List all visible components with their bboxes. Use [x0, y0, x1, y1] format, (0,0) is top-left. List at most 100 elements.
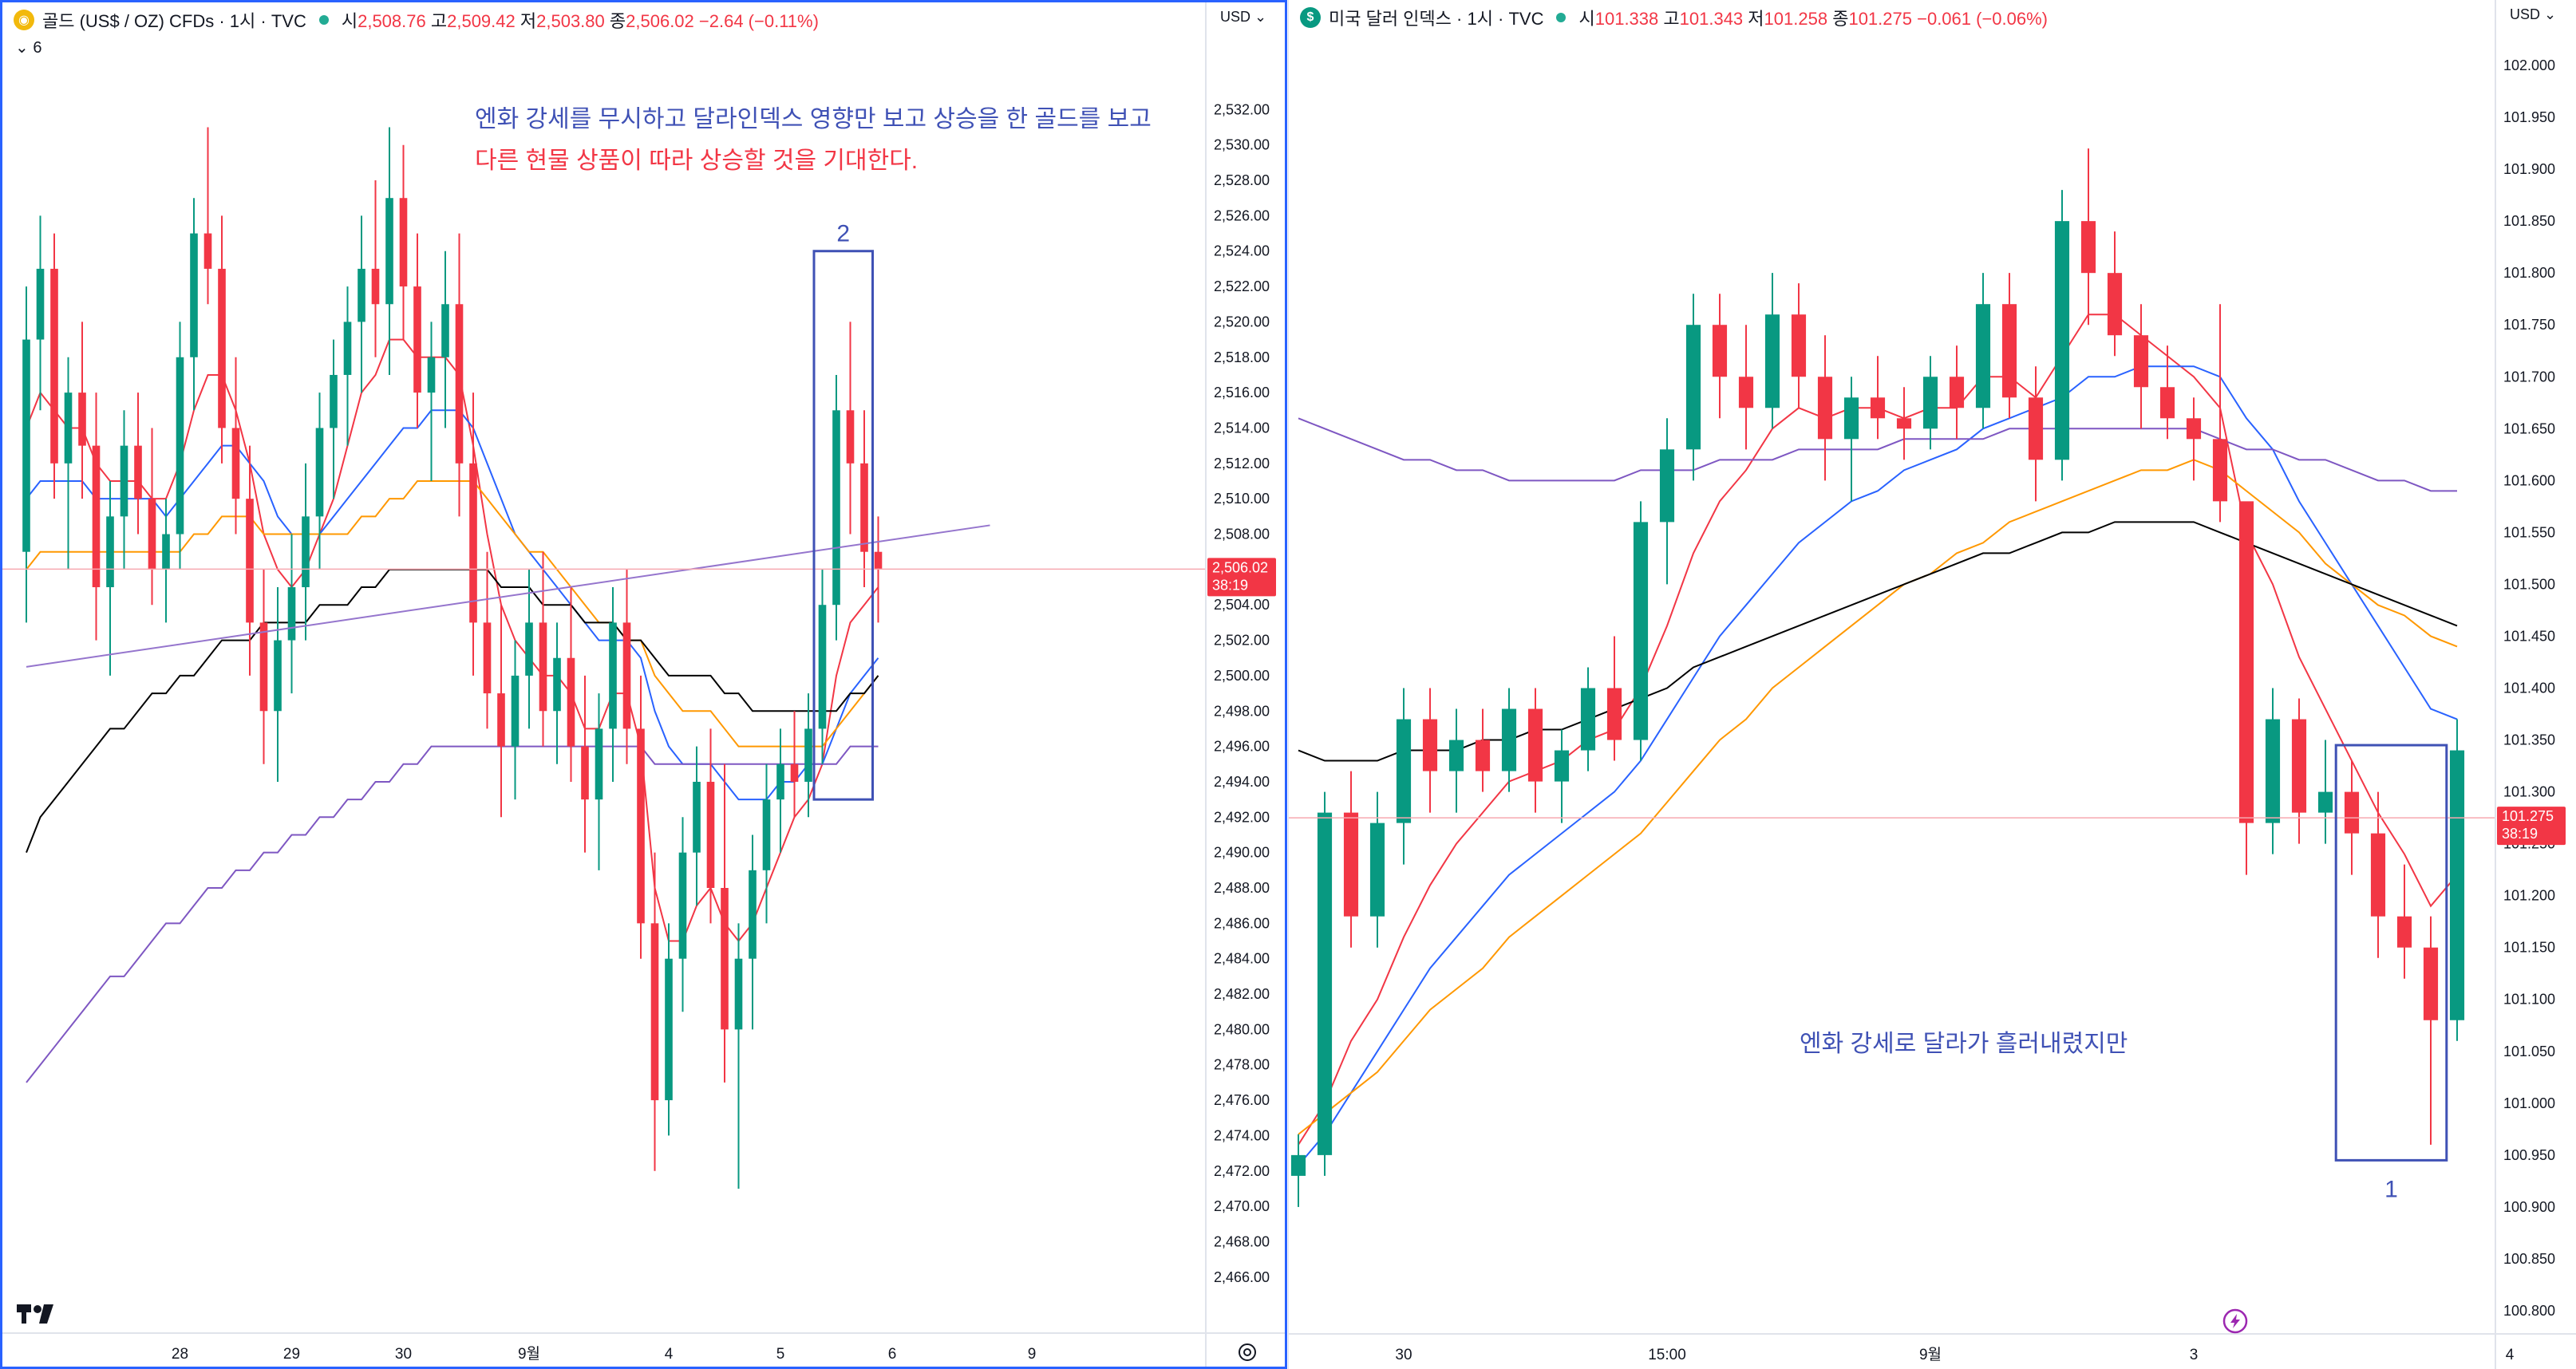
candle-body[interactable]	[832, 410, 840, 606]
candle-body[interactable]	[693, 781, 701, 853]
dxy-price-axis[interactable]: 100.800 100.850 100.900 100.950 101.000 101.0…	[2503, 57, 2555, 1319]
candle-body[interactable]	[455, 304, 464, 464]
candle-body[interactable]	[1633, 522, 1649, 740]
candle-body[interactable]	[1448, 740, 1464, 771]
candle-body[interactable]	[371, 268, 380, 305]
candle-body[interactable]	[1554, 750, 1570, 782]
moving-average-line-3[interactable]	[1298, 521, 2458, 762]
candle-body[interactable]	[469, 463, 477, 623]
candle-body[interactable]	[818, 605, 827, 729]
candle-body[interactable]	[302, 516, 310, 588]
candle-body[interactable]	[581, 746, 589, 800]
gold-time-axis[interactable]: 28 29 30 9월 4 5 6 9	[172, 1345, 1036, 1363]
candle-body[interactable]	[36, 268, 45, 340]
candle-body[interactable]	[1369, 823, 1385, 917]
candle-body[interactable]	[1843, 397, 1859, 440]
moving-average-line-4[interactable]	[26, 745, 879, 1083]
candle-body[interactable]	[525, 622, 533, 676]
candle-body[interactable]	[706, 781, 715, 888]
candle-body[interactable]	[762, 799, 771, 870]
candle-body[interactable]	[190, 233, 198, 357]
candle-body[interactable]	[246, 499, 254, 623]
candle-body[interactable]	[734, 958, 743, 1030]
candle-body[interactable]	[162, 534, 170, 570]
candle-body[interactable]	[2291, 719, 2307, 813]
candle-body[interactable]	[1422, 719, 1438, 771]
candle-body[interactable]	[2001, 304, 2017, 398]
candle-body[interactable]	[1870, 397, 1886, 419]
candle-body[interactable]	[637, 728, 645, 924]
candle-body[interactable]	[413, 286, 421, 393]
candle-body[interactable]	[790, 763, 799, 782]
candle-body[interactable]	[539, 622, 547, 712]
candle-body[interactable]	[64, 393, 73, 464]
candle-body[interactable]	[1922, 377, 1938, 429]
candle-body[interactable]	[804, 728, 812, 782]
gold-chart-canvas[interactable]: 2 엔화 강세를 무시하고 달라인덱스 영향만 보고 상승을 한 골드를 보고 …	[2, 2, 1285, 1367]
candle-body[interactable]	[1975, 304, 1991, 408]
candle-body[interactable]	[148, 499, 156, 570]
gold-chart-pane[interactable]: ◉ 골드 (US$ / OZ) CFDs · 1시 · TVC 시2,508.7…	[0, 0, 1287, 1369]
candle-body[interactable]	[2238, 501, 2254, 823]
candle-body[interactable]	[50, 268, 58, 464]
candle-body[interactable]	[134, 445, 142, 499]
indicator-collapse-button[interactable]: ⌄ 6	[15, 39, 42, 57]
candle-body[interactable]	[1501, 708, 1517, 771]
candle-body[interactable]	[1606, 688, 1622, 740]
candle-body[interactable]	[1896, 418, 1912, 429]
candle-body[interactable]	[595, 728, 603, 800]
dxy-highlight-box[interactable]	[2334, 744, 2448, 1162]
candle-body[interactable]	[2107, 273, 2123, 336]
gold-highlight-box[interactable]	[812, 250, 874, 801]
candle-body[interactable]	[343, 322, 352, 375]
candle-body[interactable]	[2396, 916, 2412, 948]
candle-body[interactable]	[231, 428, 240, 499]
lightning-icon[interactable]	[2222, 1308, 2248, 1334]
candle-body[interactable]	[78, 393, 86, 446]
candle-body[interactable]	[678, 852, 687, 959]
candle-body[interactable]	[1659, 449, 1675, 523]
candle-body[interactable]	[846, 410, 855, 464]
gold-annotation-line1[interactable]: 엔화 강세를 무시하고 달라인덱스 영향만 보고 상승을 한 골드를 보고	[475, 106, 1152, 132]
candle-body[interactable]	[1580, 688, 1596, 751]
candle-body[interactable]	[274, 640, 282, 712]
candle-body[interactable]	[2449, 750, 2465, 1020]
candle-body[interactable]	[665, 958, 673, 1101]
candle-body[interactable]	[330, 374, 338, 428]
dxy-currency-selector[interactable]: USD ⌄	[2510, 6, 2557, 22]
candle-body[interactable]	[441, 304, 449, 357]
gold-symbol-name[interactable]: 골드 (US$ / OZ) CFDs · 1시 · TVC	[42, 11, 306, 31]
candle-body[interactable]	[259, 622, 268, 712]
candle-body[interactable]	[2054, 221, 2070, 460]
gold-trendline[interactable]	[26, 524, 990, 668]
candle-body[interactable]	[1527, 708, 1543, 782]
dxy-chart-pane[interactable]: $ 미국 달러 인덱스 · 1시 · TVC 시101.338 고101.343…	[1288, 0, 2576, 1369]
candle-body[interactable]	[1738, 377, 1754, 408]
moving-average-line-4[interactable]	[1298, 417, 2457, 492]
candle-body[interactable]	[1817, 377, 1833, 440]
moving-average-line-1[interactable]	[26, 409, 879, 801]
candle-body[interactable]	[22, 339, 30, 552]
candle-body[interactable]	[776, 763, 784, 800]
candle-body[interactable]	[2317, 791, 2333, 813]
candle-body[interactable]	[874, 551, 883, 570]
candle-body[interactable]	[358, 268, 365, 322]
candle-body[interactable]	[203, 233, 212, 269]
candle-body[interactable]	[2080, 221, 2096, 274]
moving-average-line-0[interactable]	[26, 338, 879, 943]
moving-average-line-3[interactable]	[26, 568, 879, 854]
dxy-chart-canvas[interactable]: 1 엔화 강세로 달라가 흘러내렸지만 100.800 100.850 100.90…	[1289, 0, 2576, 1369]
moving-average-line-2[interactable]	[1298, 459, 2458, 1135]
candle-body[interactable]	[2133, 335, 2149, 388]
candle-body[interactable]	[483, 622, 492, 694]
candle-body[interactable]	[2159, 387, 2175, 419]
settings-gear-icon[interactable]	[1239, 1343, 1256, 1361]
candle-body[interactable]	[176, 357, 184, 535]
dxy-symbol-name[interactable]: 미국 달러 인덱스 · 1시 · TVC	[1329, 9, 1544, 29]
candle-body[interactable]	[511, 675, 520, 747]
candle-body[interactable]	[385, 198, 393, 305]
candle-body[interactable]	[1764, 314, 1780, 408]
candle-body[interactable]	[609, 622, 617, 729]
candle-body[interactable]	[287, 587, 296, 641]
